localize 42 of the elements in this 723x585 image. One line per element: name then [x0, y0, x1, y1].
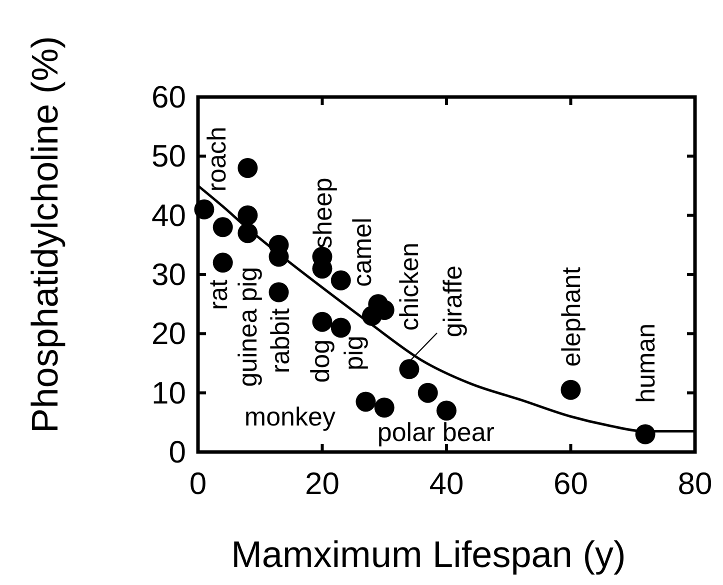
annotation: chicken	[394, 242, 424, 331]
y-tick-label: 60	[152, 80, 186, 114]
x-axis-title: Mamximum Lifespan (y)	[231, 534, 626, 575]
point	[312, 312, 332, 332]
annotation: monkey	[244, 401, 336, 432]
x-tick-label: 20	[305, 466, 340, 501]
annotation: rat	[202, 278, 233, 310]
point	[330, 318, 351, 338]
annotation: rabbit	[265, 307, 296, 374]
y-axis-title: Phosphatidylcholine (%)	[24, 36, 66, 433]
point	[399, 359, 420, 380]
point	[418, 382, 438, 403]
annotation: roach	[202, 126, 232, 192]
annotation: camel	[347, 218, 378, 287]
point	[212, 217, 233, 238]
point	[436, 400, 456, 421]
x-tick-label: 40	[429, 466, 464, 501]
point	[560, 380, 581, 400]
annotation: giraffe	[438, 265, 468, 338]
x-tick-label: 60	[554, 466, 588, 501]
x-tick-label: 80	[678, 466, 712, 501]
point	[238, 158, 258, 178]
point	[374, 398, 394, 418]
point	[194, 199, 214, 220]
annotation: dog	[304, 339, 335, 383]
y-tick-label: 30	[152, 257, 186, 292]
point	[330, 270, 351, 290]
y-tick-label: 40	[152, 198, 186, 233]
annotation: pig	[338, 336, 368, 370]
annotation: polar bear	[377, 416, 495, 447]
annotation: guinea pig	[232, 266, 263, 387]
annotation: elephant	[556, 266, 586, 367]
point	[212, 252, 233, 273]
y-tick-label: 10	[152, 375, 186, 410]
y-tick-label: 50	[152, 138, 186, 174]
point	[356, 392, 376, 412]
y-tick-label: 20	[152, 316, 186, 352]
y-tick-label: 0	[168, 434, 186, 470]
annotation: human	[630, 323, 660, 403]
annotation: sheep	[307, 178, 338, 248]
point	[238, 205, 258, 226]
point	[268, 282, 289, 302]
